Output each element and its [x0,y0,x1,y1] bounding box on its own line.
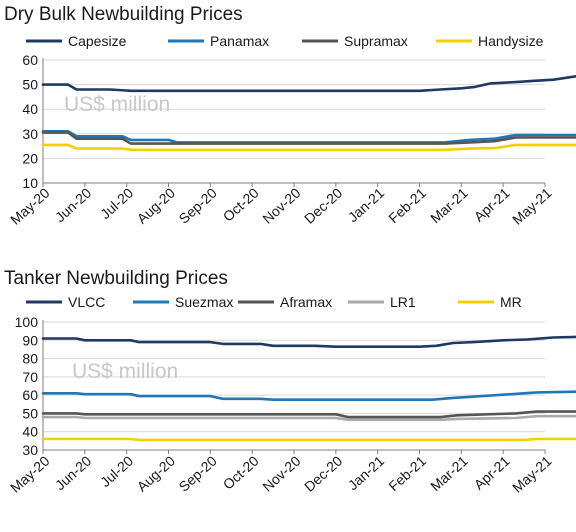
series-line-aframax [41,410,576,419]
y-tick-label: 100 [15,314,39,330]
x-tick-label: Oct-20 [220,185,262,225]
y-tick-label: 60 [22,387,38,403]
legend-label-aframax: Aframax [280,294,332,310]
legend-label-capesize: Capesize [68,33,127,49]
x-tick-label: Apr-21 [471,453,513,493]
x-tick-label: Dec-20 [301,185,345,227]
x-tick-label: Aug-20 [134,453,178,495]
y-tick-label: 30 [22,126,38,142]
series-line-handysize [41,143,576,152]
legend-label-panamax: Panamax [210,33,269,49]
legend-label-handysize: Handysize [478,33,544,49]
x-tick-label: May-21 [509,453,555,496]
series-line-mr [41,437,576,442]
x-tick-label: May-21 [509,185,555,228]
x-tick-label: Mar-21 [427,185,471,227]
legend-label-lr1: LR1 [390,294,416,310]
legend-label-supramax: Supramax [344,33,408,49]
series-line-vlcc [41,335,576,349]
y-tick-label: 80 [22,351,38,367]
series-line-capesize [41,75,576,93]
y-tick-label: 40 [22,101,38,117]
y-tick-label: 10 [22,175,38,191]
legend-label-mr: MR [500,294,522,310]
x-tick-label: Dec-20 [301,453,345,495]
x-tick-label: Mar-21 [427,453,471,495]
y-tick-label: 40 [22,424,38,440]
x-tick-label: Nov-20 [259,185,303,227]
x-tick-label: Jan-21 [345,185,388,226]
x-tick-label: Jan-21 [345,453,388,494]
series-line-suezmax [41,390,576,402]
chart-title-tanker: Tanker Newbuilding Prices [4,268,228,289]
y-tick-label: 70 [22,369,38,385]
x-tick-label: Jun-20 [52,185,95,226]
y-tick-label: 60 [22,52,38,68]
legend-label-suezmax: Suezmax [175,294,233,310]
x-tick-label: May-20 [7,453,53,496]
x-tick-label: Jun-20 [52,453,95,494]
x-tick-label: Apr-21 [471,185,513,225]
y-tick-label: 50 [22,405,38,421]
y-tick-label: 90 [22,332,38,348]
x-tick-label: May-20 [7,185,53,228]
x-tick-label: Sep-20 [176,185,220,227]
unit-annotation: US$ million [72,360,178,383]
x-tick-label: Oct-20 [220,453,262,493]
unit-annotation: US$ million [64,93,170,116]
y-tick-label: 20 [22,150,38,166]
series-line-supramax [41,131,576,145]
x-tick-label: Feb-21 [385,185,429,227]
x-tick-label: Nov-20 [259,453,303,495]
x-tick-label: Sep-20 [176,453,220,495]
legend-label-vlcc: VLCC [68,294,105,310]
x-tick-label: Feb-21 [385,453,429,495]
y-tick-label: 30 [22,442,38,458]
y-tick-label: 50 [22,77,38,93]
x-tick-label: Jul-20 [97,453,136,491]
chart-title-dry-bulk: Dry Bulk Newbuilding Prices [4,4,243,25]
x-tick-label: Aug-20 [134,185,178,227]
series-line-lr1 [41,414,576,422]
x-tick-label: Jul-20 [97,185,136,223]
series-line-panamax [41,130,576,144]
